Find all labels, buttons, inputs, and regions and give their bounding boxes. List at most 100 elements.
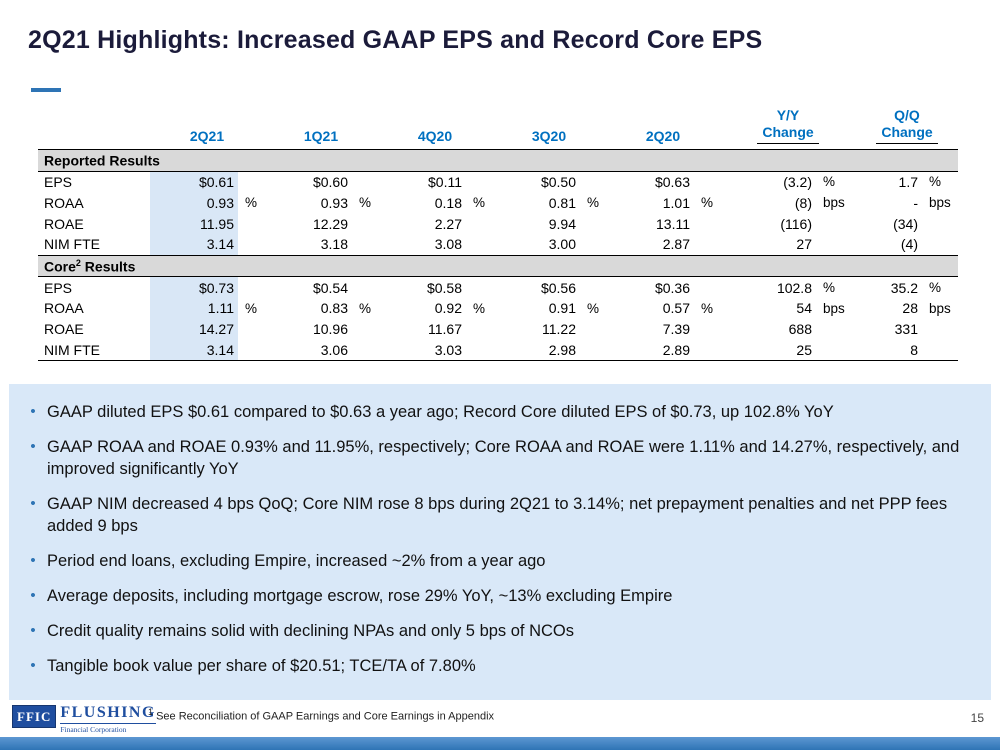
cell-yy-change: 27 xyxy=(796,236,812,253)
cell-qq-change: 35.2 xyxy=(890,279,918,296)
table-row-reported-roaa: ROAA 0.93% 0.93% 0.18% 0.81% 1.01% (8) bp… xyxy=(38,192,958,214)
logo-ffic-mark: FFIC xyxy=(12,705,57,728)
section-label-rest: Results xyxy=(80,258,136,275)
cell-value: 3.03 xyxy=(434,342,462,359)
cell-unit xyxy=(352,234,378,255)
cell-yy-unit: bps xyxy=(823,300,845,316)
cell-yy-unit xyxy=(816,340,856,361)
cell-value: $0.63 xyxy=(654,173,690,190)
section-label-text: Reported Results xyxy=(44,152,160,169)
cell-qq-unit xyxy=(922,340,958,361)
cell-unit: % xyxy=(701,195,714,211)
cell-qq-unit: bps xyxy=(929,300,951,316)
cell-unit xyxy=(352,319,378,340)
bullet-icon: • xyxy=(30,587,36,604)
row-label: ROAE xyxy=(44,215,84,232)
cell-qq-change: 1.7 xyxy=(898,173,918,190)
cell-yy-change: 102.8 xyxy=(776,279,812,296)
cell-qq-change: 28 xyxy=(902,300,918,317)
cell-qq-unit xyxy=(922,234,958,255)
cell-value: $0.56 xyxy=(540,279,576,296)
table-row-core-nim: NIM FTE 3.14 3.06 3.03 2.98 2.89 25 8 xyxy=(38,339,958,361)
bullet-icon: • xyxy=(30,552,36,569)
cell-unit xyxy=(580,340,606,361)
cell-qq-unit xyxy=(922,213,958,234)
cell-yy-unit: % xyxy=(823,280,836,296)
bullet-icon: • xyxy=(30,657,36,674)
table-row-reported-eps: EPS $0.61 $0.60 $0.11 $0.50 $0.63 (3.2)%… xyxy=(38,171,958,193)
bullet-text: GAAP diluted EPS $0.61 compared to $0.63… xyxy=(47,403,834,421)
cell-value: 12.29 xyxy=(312,215,348,232)
cell-unit xyxy=(580,234,606,255)
header-line-2: Change xyxy=(762,124,814,140)
section-label: Reported Results xyxy=(38,149,958,172)
footnote-sup: 1 xyxy=(148,707,154,718)
cell-yy-change: (3.2) xyxy=(783,173,812,190)
cell-unit xyxy=(466,319,492,340)
bullet-icon: • xyxy=(30,403,36,420)
cell-value: 3.06 xyxy=(320,342,348,359)
footer: FFIC FLUSHING Financial Corporation 1 Se… xyxy=(0,699,1000,737)
bullet-text: Tangible book value per share of $20.51;… xyxy=(47,657,476,675)
column-header-yy-change: Y/Y Change xyxy=(720,106,856,150)
cell-value: $0.54 xyxy=(312,279,348,296)
table-header-row: 2Q21 1Q21 4Q20 3Q20 2Q20 Y/Y Change Q/Q … xyxy=(38,106,958,150)
cell-unit xyxy=(580,171,606,192)
cell-value: 3.00 xyxy=(548,236,576,253)
table-row-core-roaa: ROAA 1.11% 0.83% 0.92% 0.91% 0.57% 54 bps… xyxy=(38,297,958,319)
cell-value: 2.87 xyxy=(662,236,690,253)
cell-qq-change: - xyxy=(913,194,918,211)
cell-unit xyxy=(466,277,492,298)
cell-unit xyxy=(238,277,264,298)
logo-subtitle: Financial Corporation xyxy=(60,725,127,734)
cell-unit: % xyxy=(587,300,600,316)
column-header-2q21: 2Q21 xyxy=(189,128,225,144)
cell-unit xyxy=(466,213,492,234)
bullet-item: • GAAP diluted EPS $0.61 compared to $0.… xyxy=(19,401,977,423)
bullet-text: GAAP ROAA and ROAE 0.93% and 11.95%, res… xyxy=(47,438,960,478)
cell-value: 0.93 xyxy=(150,192,238,214)
cell-value: $0.61 xyxy=(150,171,238,193)
cell-unit xyxy=(238,213,264,234)
cell-unit xyxy=(238,171,264,192)
cell-value: 1.01 xyxy=(662,194,690,211)
company-logo: FFIC FLUSHING Financial Corporation xyxy=(12,705,156,734)
cell-qq-change: 8 xyxy=(910,342,918,359)
cell-yy-unit xyxy=(816,319,856,340)
cell-yy-unit: % xyxy=(823,174,836,190)
cell-unit xyxy=(238,340,264,361)
header-spacer xyxy=(38,106,150,150)
cell-yy-change: 54 xyxy=(796,300,812,317)
cell-yy-unit xyxy=(816,234,856,255)
cell-qq-unit: bps xyxy=(929,195,951,211)
cell-value: 3.08 xyxy=(434,236,462,253)
cell-unit: % xyxy=(473,300,486,316)
header-line-1: Q/Q xyxy=(894,107,920,123)
bullet-item: • GAAP ROAA and ROAE 0.93% and 11.95%, r… xyxy=(19,436,977,480)
bullet-icon: • xyxy=(30,438,36,455)
cell-value: 11.67 xyxy=(428,321,462,338)
page-title: 2Q21 Highlights: Increased GAAP EPS and … xyxy=(28,26,763,54)
bullet-icon: • xyxy=(30,495,36,512)
bullet-text: Period end loans, excluding Empire, incr… xyxy=(47,552,546,570)
cell-qq-unit xyxy=(922,319,958,340)
cell-value: 9.94 xyxy=(548,215,576,232)
cell-unit: % xyxy=(359,195,372,211)
cell-value: 3.14 xyxy=(150,234,238,256)
cell-unit xyxy=(580,319,606,340)
bullet-icon: • xyxy=(30,622,36,639)
cell-value: 1.11 xyxy=(150,297,238,319)
cell-value: 7.39 xyxy=(662,321,690,338)
cell-value: 0.92 xyxy=(434,300,462,317)
cell-value: 2.27 xyxy=(434,215,462,232)
table-row-core-eps: EPS $0.73 $0.54 $0.58 $0.56 $0.36 102.8%… xyxy=(38,276,958,298)
cell-unit xyxy=(352,340,378,361)
cell-unit xyxy=(238,234,264,255)
cell-qq-unit: % xyxy=(929,174,942,190)
cell-unit xyxy=(352,277,378,298)
cell-value: 13.11 xyxy=(656,215,690,232)
cell-unit: % xyxy=(701,300,714,316)
cell-value: $0.60 xyxy=(312,173,348,190)
cell-unit xyxy=(466,340,492,361)
table-row-reported-roae: ROAE 11.95 12.29 2.27 9.94 13.11 (116) (… xyxy=(38,213,958,235)
